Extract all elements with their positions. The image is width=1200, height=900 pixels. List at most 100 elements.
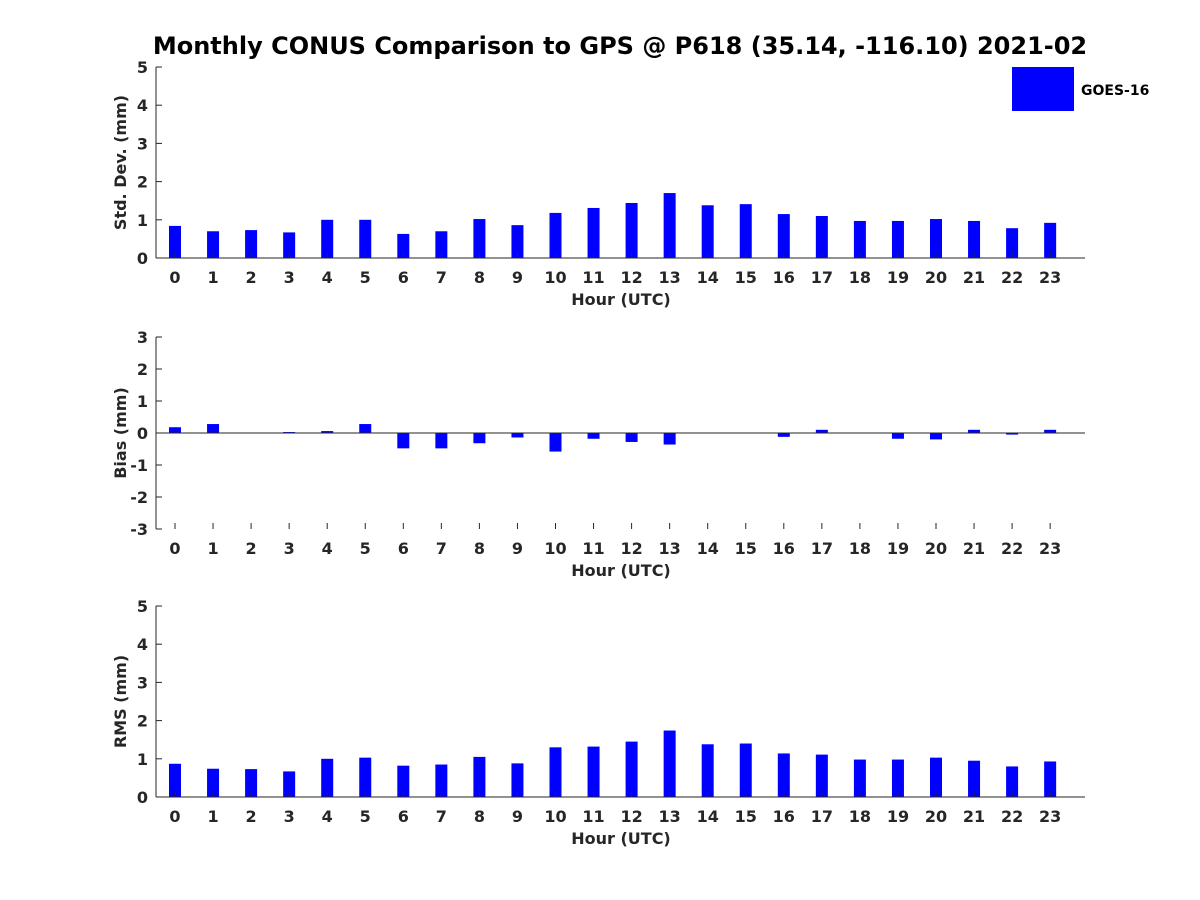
x-tick-label-2-2: 2 — [246, 539, 257, 558]
y-tick-label-2-1: 1 — [137, 392, 148, 411]
bar-2-20 — [930, 433, 942, 440]
x-axis-label-1: Hour (UTC) — [571, 290, 671, 309]
bar-3-10 — [549, 747, 562, 797]
y-tick-label-2-3: 3 — [137, 328, 148, 347]
bar-3-22 — [1006, 766, 1019, 797]
bar-2-10 — [549, 433, 562, 452]
x-tick-label-3-21: 21 — [963, 807, 985, 826]
bar-2-9 — [511, 433, 524, 438]
bar-3-8 — [473, 756, 486, 797]
x-tick-label-3-1: 1 — [207, 807, 218, 826]
x-tick-label-2-0: 0 — [169, 539, 180, 558]
x-tick-label-3-9: 9 — [512, 807, 523, 826]
x-tick-label-1-8: 8 — [474, 268, 485, 287]
x-tick-label-1-22: 22 — [1001, 268, 1023, 287]
bar-2-5 — [359, 424, 372, 433]
x-tick-label-3-15: 15 — [735, 807, 757, 826]
bar-1-15 — [739, 204, 752, 258]
y-tick-label-2-0: 0 — [137, 424, 148, 443]
x-tick-label-1-17: 17 — [811, 268, 833, 287]
bar-3-9 — [511, 763, 524, 797]
bar-1-6 — [397, 233, 410, 258]
x-tick-label-3-20: 20 — [925, 807, 947, 826]
x-tick-label-2-6: 6 — [398, 539, 409, 558]
bar-2-8 — [473, 433, 486, 444]
x-tick-label-1-12: 12 — [620, 268, 642, 287]
bar-3-15 — [739, 743, 752, 797]
bar-2-0 — [169, 427, 181, 433]
y-tick-label-1-4: 4 — [137, 96, 148, 115]
legend-label-goes-16: GOES-16 — [1081, 83, 1149, 99]
x-tick-label-3-6: 6 — [398, 807, 409, 826]
x-tick-label-2-8: 8 — [474, 539, 485, 558]
x-tick-label-2-9: 9 — [512, 539, 523, 558]
bar-1-16 — [777, 214, 790, 258]
x-tick-label-3-8: 8 — [474, 807, 485, 826]
y-tick-label-3-1: 1 — [137, 750, 148, 769]
x-tick-label-2-1: 1 — [207, 539, 218, 558]
bar-2-13 — [663, 433, 676, 445]
y-tick-label-1-5: 5 — [137, 58, 148, 77]
bar-3-0 — [169, 763, 181, 797]
x-tick-label-1-18: 18 — [849, 268, 871, 287]
x-axis-label-2: Hour (UTC) — [571, 561, 671, 580]
y-axis-label-1: Std. Dev. (mm) — [111, 95, 130, 230]
bar-3-14 — [701, 744, 714, 797]
x-tick-label-1-6: 6 — [398, 268, 409, 287]
x-tick-label-1-15: 15 — [735, 268, 757, 287]
x-tick-label-3-16: 16 — [773, 807, 795, 826]
bar-2-22 — [1006, 433, 1019, 435]
bar-1-2 — [245, 230, 258, 258]
x-tick-label-1-0: 0 — [169, 268, 180, 287]
bar-3-3 — [283, 771, 296, 797]
bar-1-10 — [549, 212, 562, 258]
x-tick-label-3-10: 10 — [544, 807, 566, 826]
bar-1-5 — [359, 219, 372, 258]
bar-1-7 — [435, 231, 448, 258]
chart-title: Monthly CONUS Comparison to GPS @ P618 (… — [153, 32, 1087, 60]
y-axis-label-2: Bias (mm) — [111, 387, 130, 479]
bar-2-6 — [397, 433, 410, 449]
x-tick-label-2-7: 7 — [436, 539, 447, 558]
y-tick-label-2-2: 2 — [137, 360, 148, 379]
x-tick-label-2-11: 11 — [582, 539, 604, 558]
bar-1-8 — [473, 219, 486, 258]
x-tick-label-1-11: 11 — [582, 268, 604, 287]
bar-2-11 — [587, 433, 600, 439]
x-tick-label-1-4: 4 — [322, 268, 333, 287]
y-tick-label-2--2: -2 — [130, 488, 148, 507]
x-tick-label-2-19: 19 — [887, 539, 909, 558]
x-tick-label-1-20: 20 — [925, 268, 947, 287]
bar-1-11 — [587, 207, 600, 258]
x-tick-label-1-19: 19 — [887, 268, 909, 287]
x-tick-label-1-2: 2 — [246, 268, 257, 287]
bar-3-5 — [359, 757, 372, 797]
x-tick-label-2-18: 18 — [849, 539, 871, 558]
bar-3-4 — [321, 758, 334, 797]
bar-1-19 — [891, 220, 904, 258]
bar-2-1 — [207, 424, 220, 433]
x-tick-label-2-14: 14 — [697, 539, 719, 558]
y-tick-label-3-3: 3 — [137, 673, 148, 692]
x-tick-label-2-13: 13 — [659, 539, 681, 558]
x-tick-label-2-3: 3 — [284, 539, 295, 558]
bar-2-7 — [435, 433, 448, 449]
x-tick-label-1-7: 7 — [436, 268, 447, 287]
x-tick-label-3-19: 19 — [887, 807, 909, 826]
x-tick-label-3-12: 12 — [620, 807, 642, 826]
bar-3-11 — [587, 746, 600, 797]
y-tick-label-1-3: 3 — [137, 134, 148, 153]
x-tick-label-2-5: 5 — [360, 539, 371, 558]
bar-1-17 — [815, 215, 828, 258]
y-tick-label-1-0: 0 — [137, 249, 148, 268]
bar-3-12 — [625, 741, 638, 797]
bar-2-4 — [321, 431, 334, 433]
x-tick-label-1-13: 13 — [659, 268, 681, 287]
y-tick-label-2--3: -3 — [130, 520, 148, 539]
x-tick-label-2-22: 22 — [1001, 539, 1023, 558]
x-tick-label-1-21: 21 — [963, 268, 985, 287]
x-tick-label-1-16: 16 — [773, 268, 795, 287]
